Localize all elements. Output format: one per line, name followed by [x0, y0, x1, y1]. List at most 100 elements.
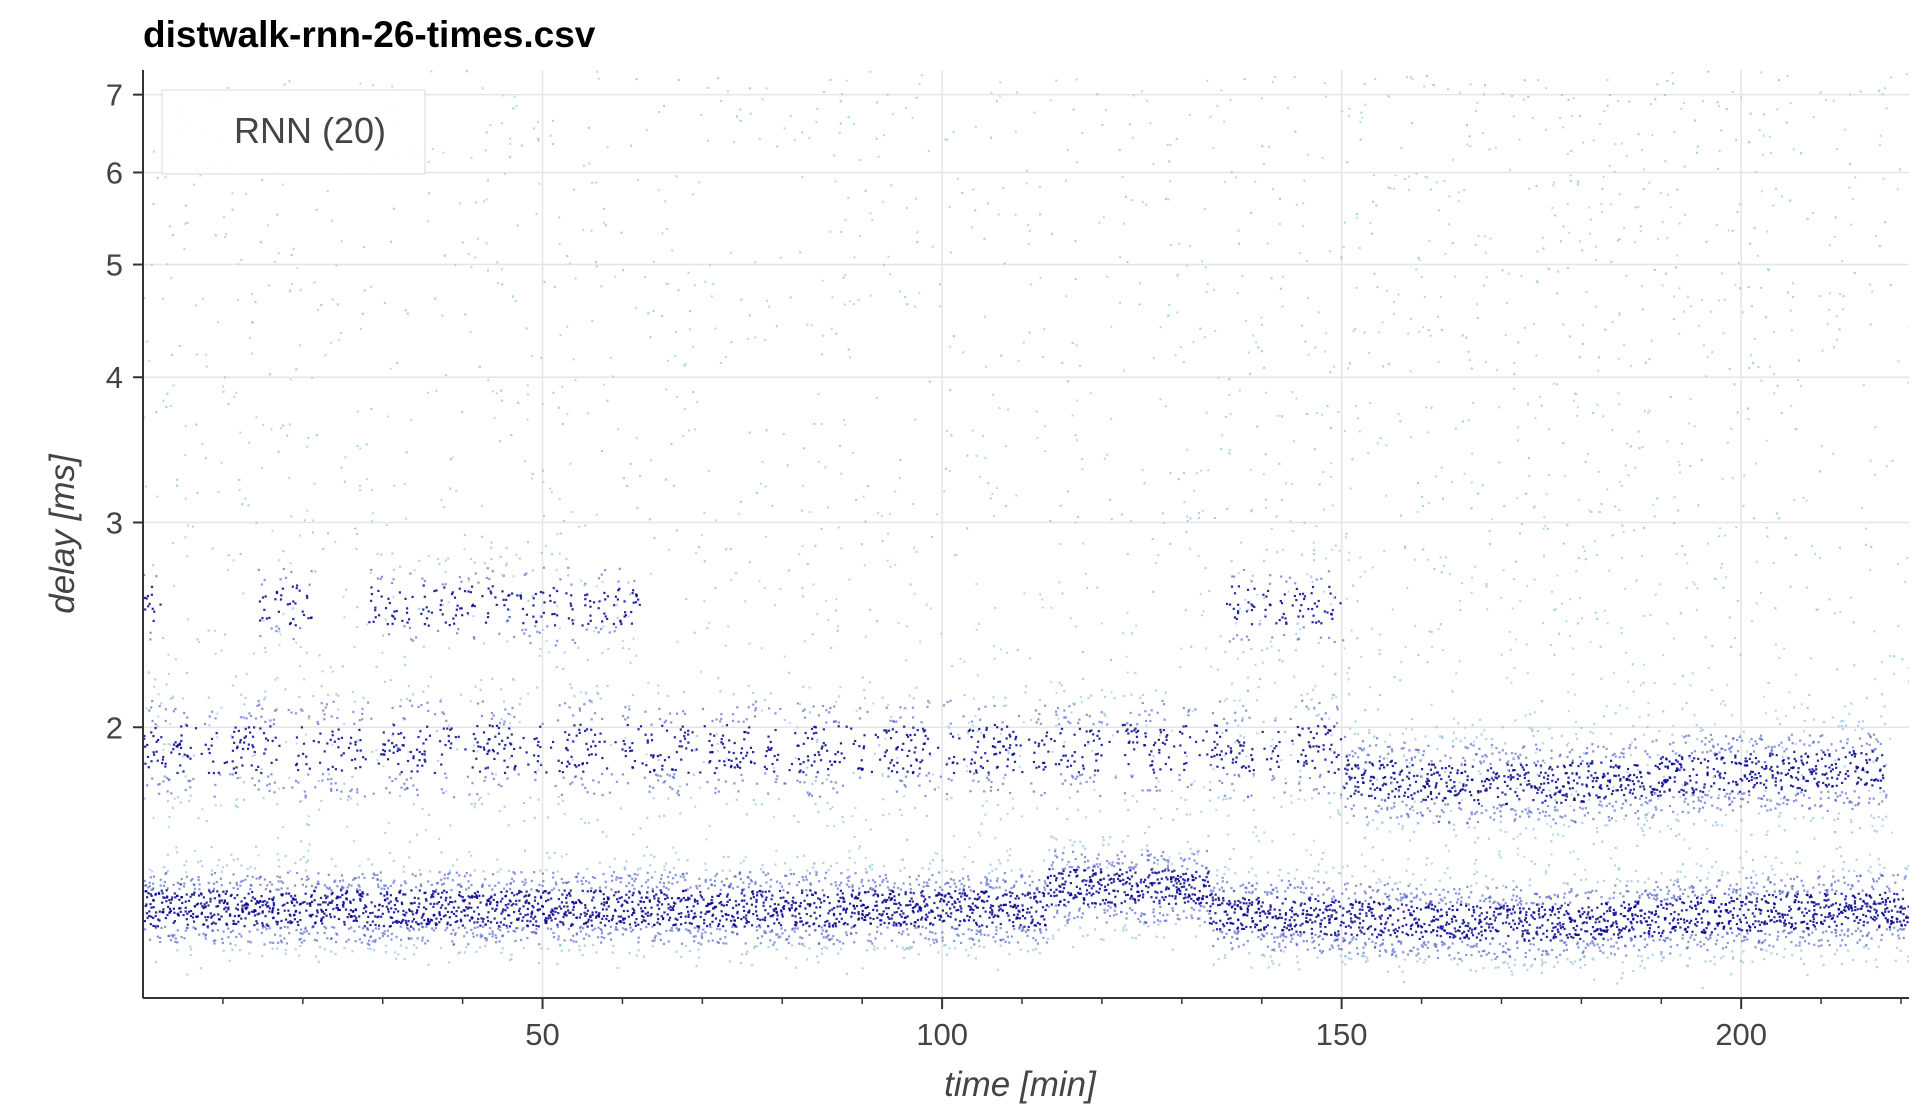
data-point [380, 887, 383, 890]
data-point [534, 779, 537, 782]
data-point [565, 896, 568, 900]
data-point [415, 886, 418, 889]
data-point [1028, 738, 1031, 741]
data-point [499, 929, 502, 932]
data-point [714, 787, 717, 790]
data-point [899, 904, 902, 907]
data-point [714, 917, 718, 920]
data-point [306, 822, 309, 826]
data-point [279, 598, 283, 601]
data-point [175, 851, 179, 854]
data-point [688, 929, 691, 932]
data-point [588, 753, 591, 757]
data-point [479, 924, 482, 927]
data-point [334, 865, 337, 868]
data-point [195, 915, 198, 918]
data-point [172, 710, 175, 713]
data-point [806, 894, 809, 897]
data-point [170, 898, 173, 901]
data-point [912, 941, 915, 944]
data-point [283, 903, 286, 906]
data-point [314, 786, 317, 789]
data-point [994, 940, 997, 943]
data-point [156, 759, 159, 762]
data-point [752, 895, 755, 899]
data-point [777, 903, 780, 906]
data-point [933, 916, 937, 919]
data-point [669, 905, 672, 908]
data-point [1158, 899, 1161, 902]
data-point [174, 896, 177, 899]
data-point [175, 745, 178, 748]
data-point [598, 886, 602, 889]
data-point [245, 907, 248, 911]
data-point [423, 758, 426, 761]
data-point [352, 898, 355, 901]
data-point [224, 892, 227, 895]
data-point [972, 908, 975, 912]
data-point [921, 759, 924, 762]
data-point [1069, 870, 1072, 874]
data-point [149, 923, 152, 926]
data-point [967, 954, 970, 957]
data-point [144, 904, 147, 908]
data-point [575, 916, 578, 919]
data-point [739, 871, 742, 874]
data-point [754, 709, 757, 712]
data-point [1123, 694, 1126, 697]
data-point [754, 882, 757, 885]
data-point [1022, 929, 1025, 932]
data-point [760, 803, 764, 806]
data-point [892, 886, 896, 889]
data-point [150, 585, 154, 588]
data-point [977, 930, 980, 934]
data-point [826, 895, 830, 899]
data-point [614, 595, 617, 598]
data-point [764, 754, 767, 758]
data-point [836, 750, 840, 754]
data-point [176, 771, 179, 775]
data-point [941, 931, 944, 934]
data-point [899, 924, 902, 927]
data-point [402, 717, 405, 720]
data-point [510, 733, 513, 736]
data-point [408, 626, 412, 629]
data-point [999, 927, 1002, 930]
data-point [991, 745, 995, 748]
data-point [299, 708, 303, 711]
data-point [1018, 910, 1021, 913]
data-point [268, 789, 271, 792]
data-point [997, 859, 1000, 862]
data-point [992, 737, 996, 740]
data-point [1068, 911, 1071, 914]
data-point [460, 580, 463, 583]
data-point [178, 887, 181, 890]
data-point [484, 776, 487, 779]
data-point [391, 614, 394, 617]
data-point [212, 760, 215, 763]
data-point [949, 915, 952, 919]
data-point [461, 614, 464, 617]
data-point [858, 707, 862, 710]
data-point [714, 791, 717, 795]
data-point [629, 661, 632, 664]
data-point [260, 931, 263, 935]
data-point [513, 635, 516, 639]
data-point [401, 918, 405, 922]
data-point [1139, 914, 1142, 918]
data-point [185, 875, 188, 878]
data-point [1135, 800, 1139, 803]
data-point [450, 889, 453, 892]
data-point [1005, 748, 1008, 751]
data-point [260, 583, 263, 586]
data-point [385, 787, 388, 790]
data-point [1136, 723, 1139, 726]
data-point [622, 917, 625, 920]
data-point [512, 929, 515, 932]
data-point [322, 709, 325, 712]
data-point [193, 905, 197, 908]
data-point [941, 859, 944, 862]
data-point [171, 935, 175, 938]
data-point [972, 890, 975, 893]
data-point [534, 625, 537, 628]
